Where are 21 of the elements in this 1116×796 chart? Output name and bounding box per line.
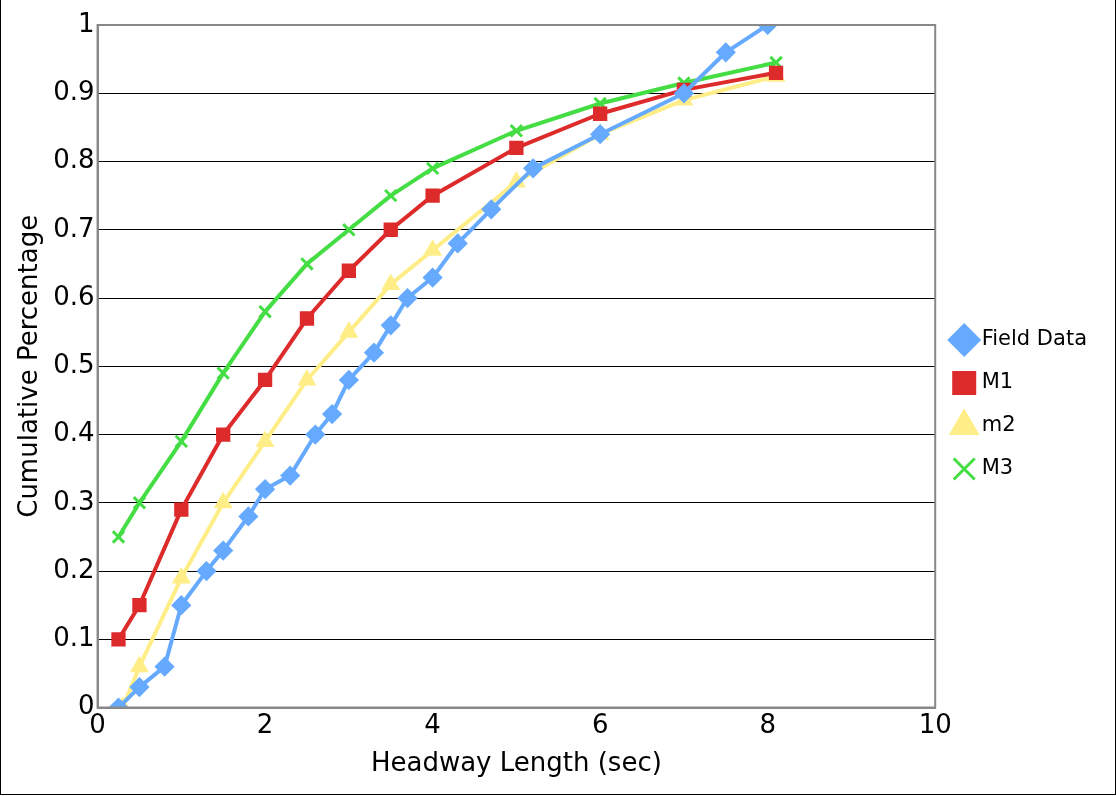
x-tick-label: 4 bbox=[424, 708, 441, 739]
x-tick-label: 6 bbox=[591, 708, 609, 739]
legend-label: m2 bbox=[981, 412, 1016, 437]
y-tick-label: 0.1 bbox=[53, 622, 95, 653]
x-axis-title: Headway Length (sec) bbox=[370, 747, 662, 778]
y-axis-title: Cumulative Percentage bbox=[13, 214, 44, 518]
y-tick-label: 1 bbox=[78, 7, 95, 38]
y-tick-label: 0.6 bbox=[53, 280, 95, 311]
y-tick-label: 0.9 bbox=[53, 76, 95, 107]
y-tick-label: 0.3 bbox=[53, 485, 95, 516]
y-tick-label: 0.4 bbox=[53, 417, 95, 448]
y-tick-label: 0.2 bbox=[53, 553, 95, 584]
y-tick-label: 0.8 bbox=[53, 144, 95, 175]
x-tick-label: 8 bbox=[759, 708, 776, 739]
x-tick-label: 2 bbox=[256, 708, 274, 739]
legend-label: M1 bbox=[981, 369, 1014, 394]
x-tick-label: 10 bbox=[918, 708, 952, 739]
legend-label: Field Data bbox=[981, 326, 1088, 351]
y-tick-label: 0.5 bbox=[53, 349, 95, 380]
legend-label: M3 bbox=[981, 455, 1014, 480]
y-tick-label: 0.7 bbox=[53, 212, 95, 243]
